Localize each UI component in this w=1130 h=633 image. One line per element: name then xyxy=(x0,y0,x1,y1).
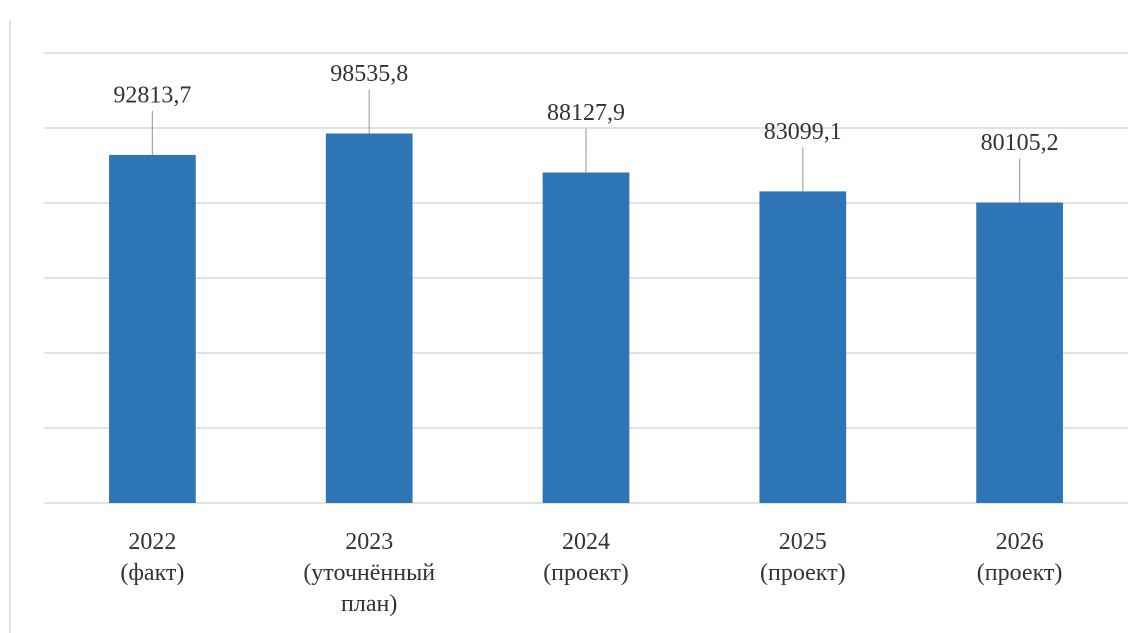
x-tick-label: 2026 (проект) xyxy=(977,529,1063,586)
x-tick-label: 2022 (факт) xyxy=(120,529,184,586)
data-label: 80105,2 xyxy=(981,130,1059,156)
data-label: 83099,1 xyxy=(764,119,842,145)
data-label: 88127,9 xyxy=(547,100,625,126)
bar xyxy=(542,172,630,503)
data-label: 92813,7 xyxy=(113,82,191,108)
bar xyxy=(325,133,413,503)
bar xyxy=(109,154,196,504)
bar xyxy=(976,202,1063,503)
data-label: 98535,8 xyxy=(330,61,408,87)
bar xyxy=(759,191,847,504)
x-tick-label: 2024 (проект) xyxy=(543,529,629,586)
x-tick-label: 2025 (проект) xyxy=(760,529,846,586)
x-tick-label: 2023 (уточнённый план) xyxy=(303,529,435,617)
